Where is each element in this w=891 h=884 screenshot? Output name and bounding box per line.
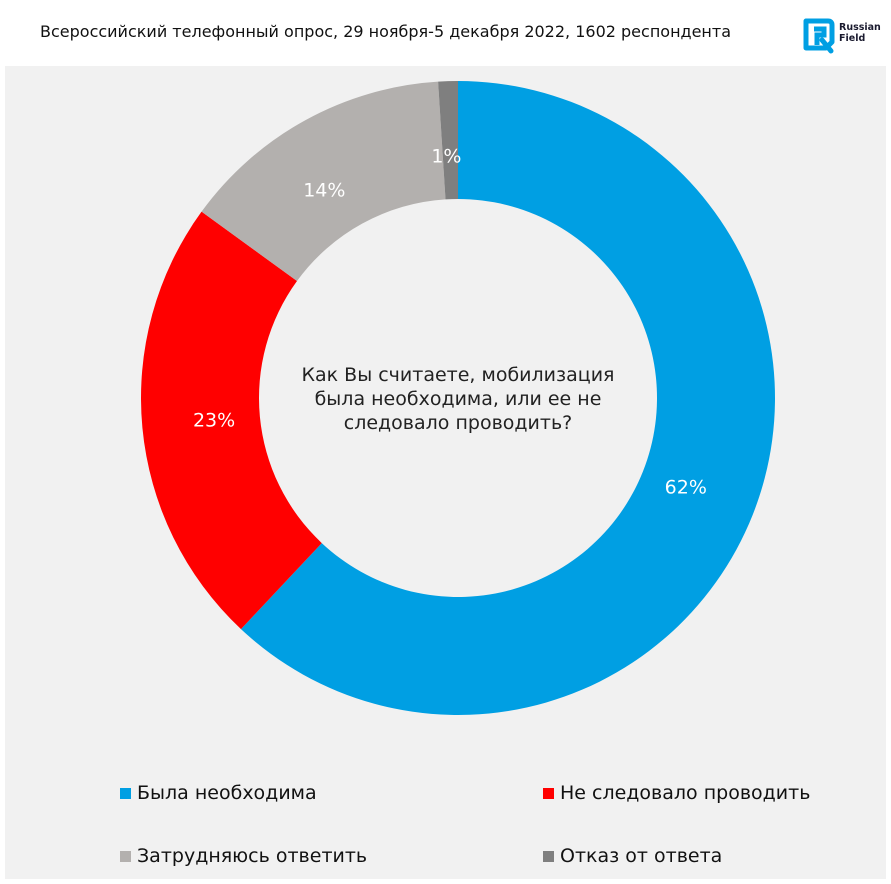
logo-text-line1: Russian [839, 22, 881, 33]
chart-question: Как Вы считаете, мобилизация была необхо… [301, 364, 615, 434]
slice-undecided [201, 81, 446, 282]
header: Всероссийский телефонный опрос, 29 ноябр… [0, 0, 891, 66]
slice-refused [438, 81, 458, 200]
data-label-needed: 62% [665, 477, 707, 499]
data-label-undecided: 14% [303, 180, 345, 202]
survey-subtitle: Всероссийский телефонный опрос, 29 ноябр… [40, 22, 732, 41]
donut-slices [140, 81, 776, 715]
data-label-not-needed: 23% [193, 410, 235, 432]
donut-data-labels: 62% 23% 14% 1% [193, 146, 707, 499]
slice-needed [240, 81, 776, 715]
slice-not-needed [140, 211, 322, 630]
logo-text-line2: Field [839, 33, 866, 44]
russian-field-logo-icon [803, 18, 835, 54]
data-label-refused: 1% [431, 146, 461, 168]
russian-field-logo: Russian Field [802, 18, 884, 54]
